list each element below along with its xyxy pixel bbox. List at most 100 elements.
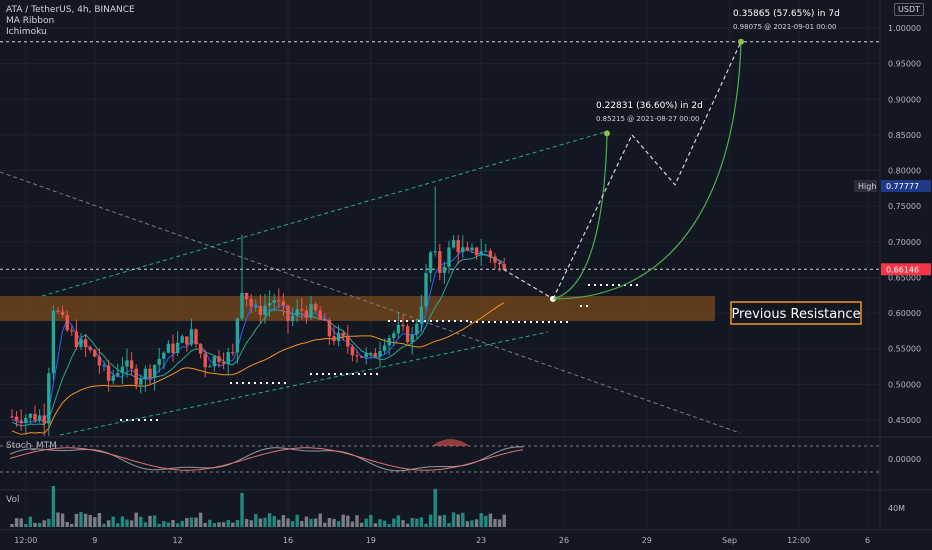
volume-bar <box>442 514 447 527</box>
candle-body <box>295 309 299 316</box>
candle-body <box>502 264 506 270</box>
candle-body <box>433 251 437 253</box>
volume-bar <box>484 515 488 527</box>
candles[interactable] <box>10 186 506 436</box>
current-price-tag-bg <box>881 263 931 276</box>
volume-bar <box>415 518 419 527</box>
volume-bar <box>231 522 235 527</box>
price-tick-label: 0.50000 <box>888 380 921 389</box>
candle-body <box>263 305 267 315</box>
time-tick-label: 12:00 <box>14 536 37 545</box>
candle-body <box>194 329 198 345</box>
target-1-label: 0.22831 (36.60%) in 2d <box>596 101 703 111</box>
channel-lower <box>59 331 549 436</box>
candle-body <box>166 343 171 353</box>
candle-body <box>281 301 286 306</box>
candle-body <box>364 353 368 358</box>
stoch-k-line <box>9 446 524 472</box>
candle-body <box>231 352 235 354</box>
volume-bar <box>382 520 387 527</box>
volume-bar <box>198 512 203 527</box>
current-price-tag: 0.66146 <box>886 265 919 274</box>
candle-body <box>309 304 313 318</box>
price-tick-label: 0.55000 <box>888 345 921 354</box>
candle-body <box>438 251 442 273</box>
candle-body <box>106 365 111 381</box>
candle-body <box>497 262 502 265</box>
candle-body <box>116 373 120 376</box>
time-tick-label: 12 <box>173 536 183 545</box>
candle-body <box>47 373 51 424</box>
candle-body <box>139 379 143 385</box>
trendlines <box>0 41 880 436</box>
volume-bar <box>116 523 120 527</box>
candle-body <box>33 413 37 421</box>
price-tick-label: 0.85000 <box>888 131 921 140</box>
candle-body <box>304 310 309 318</box>
volume-bar <box>327 518 332 527</box>
candle-body <box>336 332 341 342</box>
stoch-overbought-fill <box>432 439 470 446</box>
volume-bar <box>134 512 138 527</box>
ma-slow <box>11 302 505 435</box>
volume-bar <box>461 512 465 527</box>
volume-bar <box>217 522 221 527</box>
volume-bar <box>249 520 253 527</box>
candle-body <box>74 331 79 348</box>
volume-bar <box>171 520 175 527</box>
volume-bar <box>152 515 157 527</box>
candle-body <box>10 416 14 418</box>
volume-bar <box>143 522 148 527</box>
candle-body <box>65 314 69 331</box>
candle-body <box>208 366 212 368</box>
volume-bar <box>332 518 336 527</box>
volume-bar <box>364 518 368 527</box>
time-tick-label: 9 <box>92 536 97 545</box>
volume-bar <box>60 513 65 527</box>
candle-body <box>226 352 230 364</box>
candle-body <box>428 252 433 273</box>
time-tick-label: 6 <box>865 536 870 545</box>
candle-body <box>244 293 249 300</box>
volume-bar <box>286 518 290 527</box>
candle-body <box>180 336 184 343</box>
volume-bar <box>488 513 493 527</box>
volume-bar <box>438 515 442 527</box>
candle-body <box>93 349 97 357</box>
target-2-sublabel: 0.98075 @ 2021-09-01 00:00 <box>733 23 836 31</box>
volume-bar <box>474 519 479 527</box>
volume-bar <box>162 521 166 527</box>
candle-body <box>198 344 203 354</box>
candle-body <box>162 352 166 359</box>
volume-pane-label[interactable]: Vol <box>6 495 20 505</box>
candle-body <box>254 306 258 308</box>
indicator-ichimoku[interactable]: Ichimoku <box>6 27 47 37</box>
indicator-ma-ribbon[interactable]: MA Ribbon <box>6 16 55 26</box>
volume-bar <box>102 523 106 527</box>
candle-body <box>401 324 405 327</box>
candle-body <box>97 356 102 366</box>
stoch-pane-label[interactable]: Stoch_MTM <box>6 441 57 451</box>
volume-bar <box>19 518 23 527</box>
projection-curve-1 <box>552 133 608 300</box>
candle-body <box>60 311 65 315</box>
time-tick-label: 12:00 <box>787 536 810 545</box>
currency-tag[interactable]: USDT <box>894 3 924 16</box>
time-tick-label: 29 <box>642 536 652 545</box>
candle-body <box>129 360 134 369</box>
volume-bar <box>28 516 33 527</box>
candle-body <box>24 417 28 424</box>
volume-bar <box>300 520 304 527</box>
candle-body <box>318 310 322 320</box>
candle-body <box>493 256 497 263</box>
chart-legend: ATA / TetherUS, 4h, BINANCE MA Ribbon Ic… <box>6 5 135 38</box>
volume-bar <box>42 520 46 527</box>
volume-bar <box>74 513 79 527</box>
price-tick-label: 0.65000 <box>888 273 921 282</box>
volume-bar <box>33 522 37 527</box>
candle-body <box>300 309 304 311</box>
volume-bar <box>212 523 217 527</box>
volume-bar <box>493 519 497 527</box>
symbol-title[interactable]: ATA / TetherUS, 4h, BINANCE <box>6 5 135 15</box>
